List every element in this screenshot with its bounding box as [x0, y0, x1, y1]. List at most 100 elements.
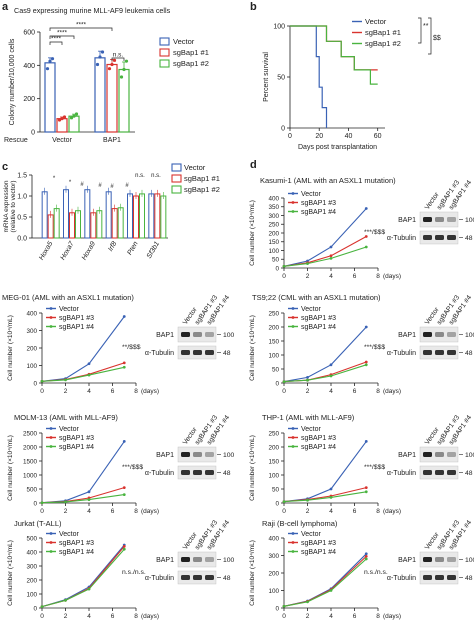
y-tick-label: 400 — [26, 549, 37, 556]
blot-band — [205, 350, 214, 355]
growth-line — [283, 491, 367, 503]
x-axis-label: (days) — [141, 508, 159, 515]
significance-label: ***/$$$ — [364, 344, 385, 351]
legend-swatch — [159, 59, 170, 68]
legend-entry: Vector — [301, 426, 322, 433]
legend-entry: sgBap1 #2 — [365, 39, 401, 48]
y-tick-label: 0 — [33, 605, 37, 612]
x-tick-label: 2 — [64, 613, 68, 620]
legend-entry: sgBAP1 #4 — [59, 444, 94, 451]
data-point — [122, 545, 126, 548]
significance-bracket — [49, 41, 63, 45]
legend-entry: sgBAP1 #3 — [301, 200, 336, 207]
legend-marker — [291, 325, 295, 328]
y-tick-label: 0 — [33, 500, 37, 507]
legend-entry: sgBap1 #2 — [184, 185, 220, 194]
y-tick-label: 100 — [268, 352, 279, 359]
blot-row-label: BAP1 — [398, 332, 416, 339]
blot-band — [193, 470, 202, 475]
significance-label: ***/$$$ — [364, 229, 385, 236]
blot-band — [447, 350, 456, 355]
bar — [139, 193, 145, 239]
y-axis-label: Colony number/10,000 cells — [9, 38, 16, 125]
blot-band — [435, 217, 444, 222]
significance-label: * — [53, 176, 56, 182]
y-tick-label: 50 — [272, 366, 280, 373]
significance-label: n.s./n.s. — [364, 569, 388, 576]
y-tick-label: 600 — [23, 30, 35, 37]
data-point — [107, 67, 112, 71]
y-tick-label: 150 — [268, 239, 279, 246]
x-tick-label: 2 — [306, 613, 310, 620]
data-point — [87, 373, 91, 377]
blot-row-label: BAP1 — [398, 557, 416, 564]
category-label: Irf8 — [107, 240, 118, 252]
legend-entry: sgBAP1 #3 — [59, 540, 94, 547]
legend-entry: Vector — [173, 37, 195, 46]
blot-band — [193, 332, 202, 337]
data-point — [87, 498, 91, 502]
rescue-label: Rescue — [4, 137, 28, 144]
legend-swatch — [171, 174, 182, 183]
blot-band — [435, 470, 444, 475]
category-label: BAP1 — [103, 137, 121, 144]
bar — [105, 191, 112, 239]
blot-band — [435, 332, 444, 337]
blot-band — [435, 575, 444, 580]
legend-marker — [49, 541, 53, 544]
growth-line — [283, 326, 367, 383]
legend-marker — [49, 445, 53, 448]
blot-band — [181, 575, 190, 580]
x-axis-label: (days) — [383, 388, 401, 395]
category-label: Sf3b1 — [146, 240, 161, 259]
mw-marker: 100 — [223, 557, 235, 564]
legend-marker — [49, 325, 53, 328]
growth-curve-d5: THP-1 (AML with MLL-AF9) 0 2 4 6 8 (days) 0 50 10… — [249, 413, 474, 515]
legend-swatch — [159, 37, 170, 46]
y-tick-label: 200 — [26, 577, 37, 584]
y-tick-label: 400 — [268, 535, 279, 542]
blot-row-label: BAP1 — [156, 332, 174, 339]
legend-swatch — [159, 48, 170, 57]
blot-row-label: BAP1 — [398, 217, 416, 224]
significance-label: **/$$$ — [122, 344, 141, 351]
y-tick-label: 300 — [26, 328, 37, 335]
x-tick-label: 8 — [376, 388, 380, 395]
x-tick-label: 4 — [329, 508, 333, 515]
x-tick-label: 2 — [306, 273, 310, 280]
growth-curve-d2: MEG-01 (AML with an ASXL1 mutation) 0 2 4 6 8… — [2, 293, 235, 395]
significance-label: # — [98, 183, 102, 189]
blot-row-label: BAP1 — [156, 557, 174, 564]
y-tick-label: 1000 — [23, 472, 38, 479]
significance-label: # — [110, 184, 114, 190]
y-axis-label: Cell number (×10⁴/mL) — [249, 435, 256, 501]
bar — [84, 189, 91, 239]
legend-entry: sgBAP1 #4 — [59, 324, 94, 331]
data-point — [364, 235, 368, 238]
growth-curve-d7: Raji (B-cell lymphoma) 0 2 4 6 8 (days) 0 100 200… — [249, 519, 474, 620]
data-point — [306, 600, 309, 604]
data-point — [69, 116, 74, 120]
legend-entry: sgBAP1 #3 — [301, 435, 336, 442]
y-tick-label: 0 — [275, 605, 279, 612]
growth-line — [283, 553, 367, 607]
growth-curve-d4: MOLM-13 (AML with MLL-AF9) 0 2 4 6 8 (days) 0 50… — [7, 413, 235, 515]
y-tick-label: 300 — [268, 553, 279, 560]
y-tick-label: 50 — [272, 257, 280, 264]
x-tick-label: 4 — [329, 613, 333, 620]
x-tick-label: 8 — [376, 508, 380, 515]
y-tick-label: 200 — [268, 230, 279, 237]
bar — [75, 210, 81, 239]
legend-entry: sgBAP1 #4 — [59, 549, 94, 556]
data-point — [364, 245, 368, 249]
x-tick-label: 4 — [329, 388, 333, 395]
data-point — [64, 378, 67, 382]
chart-title: Cas9 expressing murine MLL-AF9 leukemia … — [14, 6, 171, 15]
data-point — [112, 58, 117, 62]
blot-band — [205, 452, 214, 457]
data-point — [45, 67, 50, 71]
y-tick-label: 200 — [268, 324, 279, 331]
blot-band — [423, 350, 432, 355]
bar — [96, 210, 103, 239]
growth-line — [41, 366, 125, 382]
